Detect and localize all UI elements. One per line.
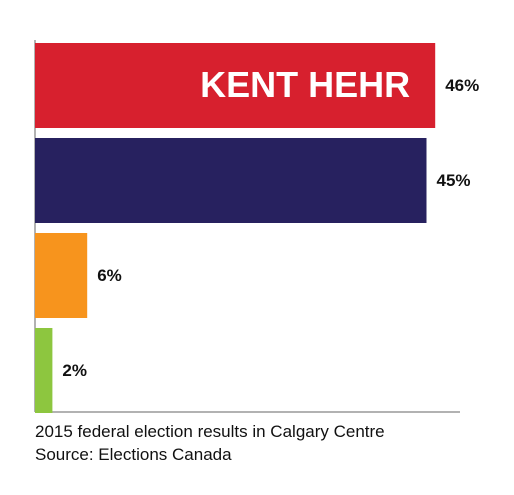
- value-label: 46%: [445, 76, 479, 95]
- bar: [35, 233, 88, 318]
- bar-label: KENT HEHR: [200, 64, 410, 105]
- bar: [35, 328, 53, 413]
- value-label: 2%: [62, 361, 87, 380]
- caption: 2015 federal election results in Calgary…: [35, 422, 385, 441]
- bar: [35, 43, 436, 128]
- value-label: 45%: [437, 171, 471, 190]
- bar: [35, 138, 427, 223]
- caption: Source: Elections Canada: [35, 445, 232, 464]
- value-label: 6%: [97, 266, 122, 285]
